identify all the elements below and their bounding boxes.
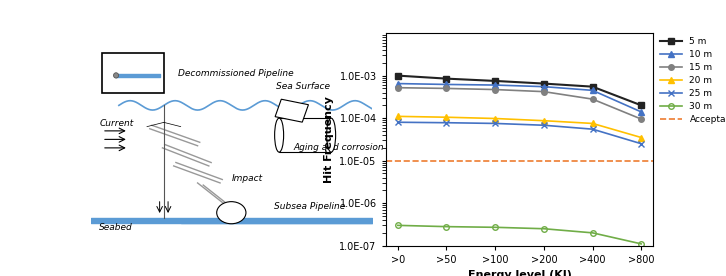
5 m: [539, 82, 548, 85]
30 m: [491, 226, 499, 229]
Line: 10 m: 10 m: [395, 81, 644, 115]
25 m: [442, 121, 451, 124]
Y-axis label: Hit Frequency: Hit Frequency: [324, 96, 334, 183]
30 m: [442, 225, 451, 228]
30 m: [539, 227, 548, 230]
5 m: [491, 79, 499, 83]
25 m: [393, 121, 402, 124]
5 m: [393, 74, 402, 77]
Acceptance: [442, 159, 451, 162]
15 m: [637, 117, 645, 121]
25 m: [588, 128, 597, 131]
20 m: [539, 119, 548, 122]
25 m: [491, 122, 499, 125]
Circle shape: [216, 202, 246, 224]
20 m: [491, 117, 499, 120]
Ellipse shape: [327, 118, 335, 152]
5 m: [637, 104, 645, 107]
10 m: [637, 110, 645, 113]
30 m: [637, 242, 645, 246]
30 m: [393, 224, 402, 227]
20 m: [588, 122, 597, 125]
Line: 15 m: 15 m: [395, 85, 644, 122]
Legend: 5 m, 10 m, 15 m, 20 m, 25 m, 30 m, Acceptance: 5 m, 10 m, 15 m, 20 m, 25 m, 30 m, Accep…: [656, 33, 726, 128]
Ellipse shape: [113, 73, 118, 78]
15 m: [539, 90, 548, 93]
Line: 25 m: 25 m: [395, 120, 644, 147]
10 m: [539, 85, 548, 88]
25 m: [539, 124, 548, 127]
Text: Subsea Pipeline: Subsea Pipeline: [274, 201, 345, 211]
30 m: [588, 231, 597, 235]
Line: 5 m: 5 m: [395, 73, 644, 108]
Line: 30 m: 30 m: [395, 222, 644, 247]
20 m: [637, 136, 645, 139]
15 m: [393, 86, 402, 89]
Text: Sea Surface: Sea Surface: [277, 81, 330, 91]
15 m: [442, 87, 451, 90]
15 m: [588, 97, 597, 101]
20 m: [442, 116, 451, 119]
Text: Current: Current: [99, 119, 134, 128]
25 m: [637, 142, 645, 145]
10 m: [442, 83, 451, 86]
10 m: [393, 82, 402, 85]
Ellipse shape: [274, 118, 284, 152]
Text: Impact: Impact: [232, 174, 263, 183]
Text: Aging and corrosion: Aging and corrosion: [293, 143, 384, 152]
20 m: [393, 115, 402, 118]
Acceptance: [393, 159, 402, 162]
10 m: [491, 83, 499, 87]
5 m: [588, 85, 597, 88]
Text: Seabed: Seabed: [99, 223, 133, 232]
Bar: [102, 53, 164, 93]
15 m: [491, 88, 499, 91]
10 m: [588, 89, 597, 92]
Line: 20 m: 20 m: [395, 114, 644, 140]
Text: Decommissioned Pipeline: Decommissioned Pipeline: [178, 69, 293, 78]
Polygon shape: [275, 99, 309, 122]
Bar: [279, 118, 331, 152]
X-axis label: Energy level (KJ): Energy level (KJ): [468, 270, 571, 276]
5 m: [442, 77, 451, 80]
